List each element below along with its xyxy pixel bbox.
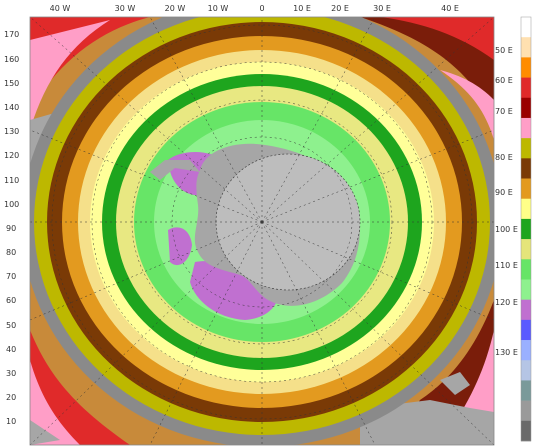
top-tick: 40 E [441, 4, 459, 13]
colorbar-swatch [521, 158, 531, 179]
top-tick: 0 [259, 4, 264, 13]
map-panel [30, 17, 494, 445]
land-new-zealand [440, 372, 470, 395]
colorbar-swatch [521, 239, 531, 260]
colorbar-swatch [521, 198, 531, 220]
colorbar-swatch [521, 97, 531, 119]
corner-zone-nw-pink [30, 20, 110, 130]
corner-zone-ne-red [380, 17, 494, 60]
top-tick: 30 E [373, 4, 391, 13]
top-axis: 40 W 30 W 20 W 10 W 0 10 E 20 E 30 E 40 … [50, 4, 459, 13]
left-tick: 40 [6, 345, 16, 354]
left-tick: 100 [4, 200, 19, 209]
colorbar-swatch [521, 17, 531, 38]
corner-zone-se-pink [450, 330, 494, 430]
left-tick: 90 [6, 224, 16, 233]
left-tick: 50 [6, 321, 16, 330]
right-tick: 130 E [495, 348, 518, 357]
left-tick: 80 [6, 248, 16, 257]
colorbar-swatch [521, 360, 531, 381]
colorbar-swatch [521, 420, 531, 442]
right-axis: 50 E 60 E 70 E 80 E 90 E 100 E 110 E 120… [495, 46, 518, 357]
colorbar-swatch [521, 138, 531, 159]
colorbar-swatch [521, 77, 531, 99]
top-tick: 10 E [293, 4, 311, 13]
top-tick: 30 W [115, 4, 136, 13]
left-tick: 160 [4, 55, 19, 64]
right-tick: 80 E [495, 153, 513, 162]
land-australia [360, 400, 494, 445]
corner-zone-ne [360, 17, 494, 120]
left-tick: 110 [4, 176, 19, 185]
left-tick: 20 [6, 393, 16, 402]
colorbar-swatch [521, 400, 531, 422]
top-tick: 10 W [208, 4, 229, 13]
colorbar-swatch [521, 299, 531, 321]
right-tick: 120 E [495, 298, 518, 307]
top-tick: 40 W [50, 4, 71, 13]
left-axis: 170 160 150 140 130 120 110 100 90 80 70… [4, 30, 19, 426]
colorbar-swatch [521, 178, 531, 200]
graticule [30, 17, 494, 445]
left-tick: 30 [6, 369, 16, 378]
colorbar-swatch [521, 57, 531, 78]
colorbar [520, 16, 532, 442]
colorbar-swatch [521, 117, 531, 139]
left-tick: 70 [6, 272, 16, 281]
left-tick: 150 [4, 79, 19, 88]
corner-zone-ne-pink [440, 70, 494, 140]
right-tick: 70 E [495, 107, 513, 116]
corner-zone-sw-pink [30, 360, 80, 445]
left-tick: 170 [4, 30, 19, 39]
map-frame [29, 16, 495, 446]
colorbar-swatch [521, 37, 531, 58]
left-tick: 130 [4, 127, 19, 136]
zone-purple-west [168, 227, 192, 266]
left-tick: 120 [4, 151, 19, 160]
right-tick: 50 E [495, 46, 513, 55]
colorbar-swatch [521, 340, 531, 361]
right-tick: 110 E [495, 261, 518, 270]
colorbar-swatch [521, 319, 531, 341]
land-africa [30, 420, 60, 445]
right-tick: 100 E [495, 225, 518, 234]
top-tick: 20 E [331, 4, 349, 13]
colorbar-swatch [521, 279, 531, 300]
colorbar-border [520, 16, 532, 442]
colorbar-swatch [521, 218, 531, 240]
left-tick: 60 [6, 296, 16, 305]
top-tick: 20 W [165, 4, 186, 13]
land-antarctic-peninsula [150, 160, 200, 180]
colorbar-swatch [521, 380, 531, 401]
left-tick: 10 [6, 417, 16, 426]
right-tick: 90 E [495, 188, 513, 197]
left-tick: 140 [4, 103, 19, 112]
right-tick: 60 E [495, 76, 513, 85]
colorbar-swatch [521, 259, 531, 280]
